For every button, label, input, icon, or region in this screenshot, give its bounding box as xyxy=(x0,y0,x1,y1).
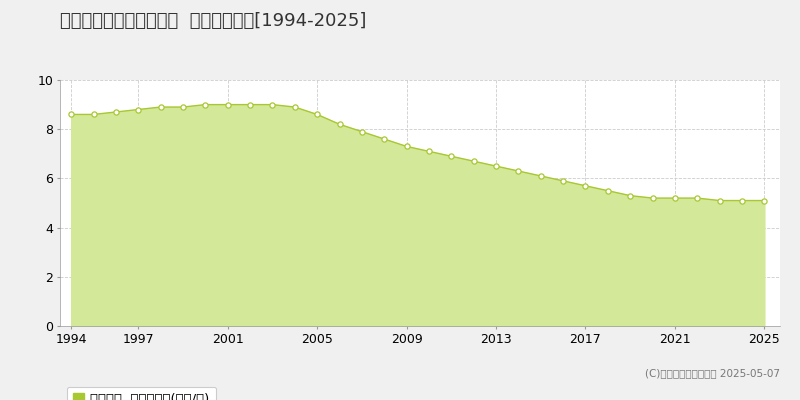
Point xyxy=(669,195,682,201)
Point xyxy=(602,188,614,194)
Point xyxy=(624,192,637,199)
Legend: 公示地価  平均坂単価(万円/坂): 公示地価 平均坂単価(万円/坂) xyxy=(66,387,216,400)
Point xyxy=(288,104,301,110)
Point xyxy=(735,197,748,204)
Point xyxy=(490,163,502,169)
Point xyxy=(467,158,480,164)
Point xyxy=(222,102,234,108)
Point xyxy=(110,109,122,115)
Point xyxy=(310,111,323,118)
Point xyxy=(378,136,390,142)
Point xyxy=(333,121,346,128)
Point xyxy=(154,104,167,110)
Point xyxy=(422,148,435,154)
Point xyxy=(579,182,592,189)
Point xyxy=(244,102,257,108)
Text: 熊毛郡田布施町麻郷団地  公示地価推移[1994-2025]: 熊毛郡田布施町麻郷団地 公示地価推移[1994-2025] xyxy=(60,12,366,30)
Point xyxy=(177,104,190,110)
Text: (C)土地価格ドットコム 2025-05-07: (C)土地価格ドットコム 2025-05-07 xyxy=(645,368,780,378)
Point xyxy=(355,128,368,135)
Point xyxy=(691,195,704,201)
Point xyxy=(646,195,659,201)
Point xyxy=(87,111,100,118)
Point xyxy=(199,102,212,108)
Point xyxy=(714,197,726,204)
Point xyxy=(132,106,145,113)
Point xyxy=(266,102,279,108)
Point xyxy=(445,153,458,160)
Point xyxy=(758,197,770,204)
Point xyxy=(512,168,525,174)
Point xyxy=(65,111,78,118)
Point xyxy=(534,173,547,179)
Point xyxy=(400,143,413,150)
Point xyxy=(557,178,570,184)
